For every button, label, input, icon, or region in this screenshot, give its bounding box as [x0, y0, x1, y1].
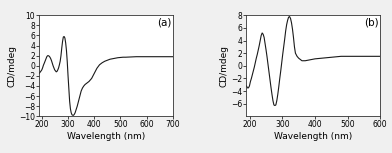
Y-axis label: CD/mdeg: CD/mdeg: [7, 45, 16, 87]
Y-axis label: CD/mdeg: CD/mdeg: [219, 45, 228, 87]
X-axis label: Wavelength (nm): Wavelength (nm): [67, 132, 145, 141]
Text: (a): (a): [157, 17, 171, 27]
X-axis label: Wavelength (nm): Wavelength (nm): [274, 132, 352, 141]
Text: (b): (b): [364, 17, 379, 27]
